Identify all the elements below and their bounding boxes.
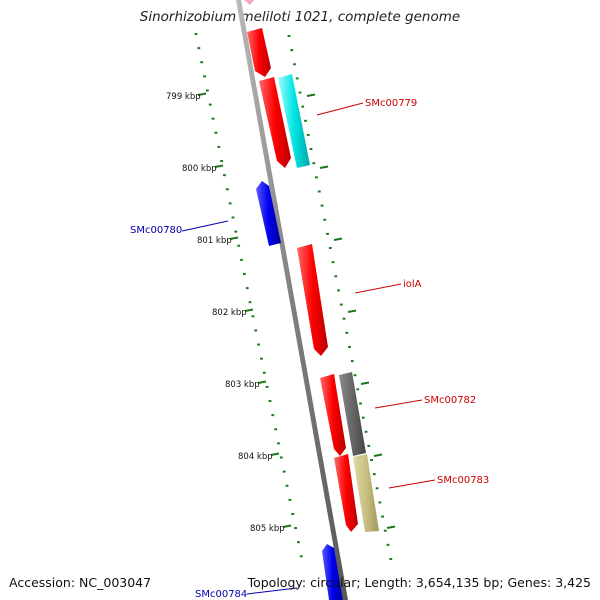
major-tick <box>386 525 396 529</box>
gene-arrow-smc00779 <box>278 74 310 168</box>
major-ticks <box>197 92 396 529</box>
major-tick <box>319 165 329 169</box>
map-title: Sinorhizobium meliloti 1021, complete ge… <box>139 9 461 25</box>
gene-arrow-smc00782 <box>339 372 366 456</box>
major-tick <box>360 381 370 385</box>
major-tick <box>197 92 207 96</box>
label-smc00780[interactable]: SMc00780 <box>130 225 182 236</box>
gene-arrow-iolA <box>297 244 328 356</box>
gene-arrow-smc00779-neighbor <box>259 77 291 168</box>
kbp-label-803: 803 kbp <box>225 380 260 390</box>
leader-smc00784 <box>246 587 298 595</box>
kbp-label-799: 799 kbp <box>166 92 201 102</box>
gene-arrow-smc00784 <box>322 544 343 600</box>
genes-value: 3,425 <box>555 575 591 590</box>
gene-arrow-smc00783 <box>353 454 379 532</box>
label-smc00779[interactable]: SMc00779 <box>365 98 417 109</box>
inner-tick-track <box>194 33 303 558</box>
label-smc00782[interactable]: SMc00782 <box>424 395 476 406</box>
kbp-label-804: 804 kbp <box>238 452 273 462</box>
length-value: 3,654,135 bp <box>415 575 500 590</box>
kbp-label-800: 800 kbp <box>182 164 217 174</box>
leader-iolA <box>354 283 402 294</box>
length-label: Length: <box>364 575 412 590</box>
gene-arrow-top-pink <box>244 0 254 5</box>
leader-smc00783 <box>388 479 436 489</box>
label-smc00784[interactable]: SMc00784 <box>195 589 247 600</box>
kbp-labels: 799 kbp 800 kbp 801 kbp 802 kbp 803 kbp … <box>166 92 285 534</box>
kbp-label-802: 802 kbp <box>212 308 247 318</box>
label-leader-lines <box>181 102 436 595</box>
gene-arrow-smc00782-red <box>320 374 346 456</box>
kbp-label-805: 805 kbp <box>250 524 285 534</box>
major-tick <box>244 308 254 312</box>
topology-label: Topology: <box>247 575 307 590</box>
leader-smc00779 <box>316 102 364 116</box>
genome-stats: Topology: circular; Length: 3,654,135 bp… <box>247 575 591 590</box>
outer-tick-track <box>287 35 393 560</box>
major-tick <box>282 524 292 528</box>
genome-backbone <box>236 0 348 600</box>
genes-label: Genes: <box>507 575 552 590</box>
topology-value: circular <box>310 575 357 590</box>
gene-arrow-top-partial <box>247 28 271 77</box>
accession-info: Accession: NC_003047 <box>9 575 151 590</box>
leader-smc00782 <box>374 399 423 409</box>
gene-arrow-smc00780 <box>256 181 281 246</box>
label-smc00783[interactable]: SMc00783 <box>437 475 489 486</box>
gene-arrow-smc00783-red <box>334 454 358 532</box>
accession-label: Accession: <box>9 575 76 590</box>
major-tick <box>257 380 267 384</box>
major-tick <box>306 93 316 97</box>
major-tick <box>373 453 383 457</box>
leader-smc00780 <box>181 220 229 232</box>
label-iolA[interactable]: iolA <box>403 279 422 290</box>
major-tick <box>333 237 343 241</box>
accession-value: NC_003047 <box>79 575 152 590</box>
kbp-label-801: 801 kbp <box>197 236 232 246</box>
major-tick <box>229 236 239 240</box>
major-tick <box>214 164 224 168</box>
major-tick <box>347 309 357 313</box>
major-tick <box>270 452 280 456</box>
